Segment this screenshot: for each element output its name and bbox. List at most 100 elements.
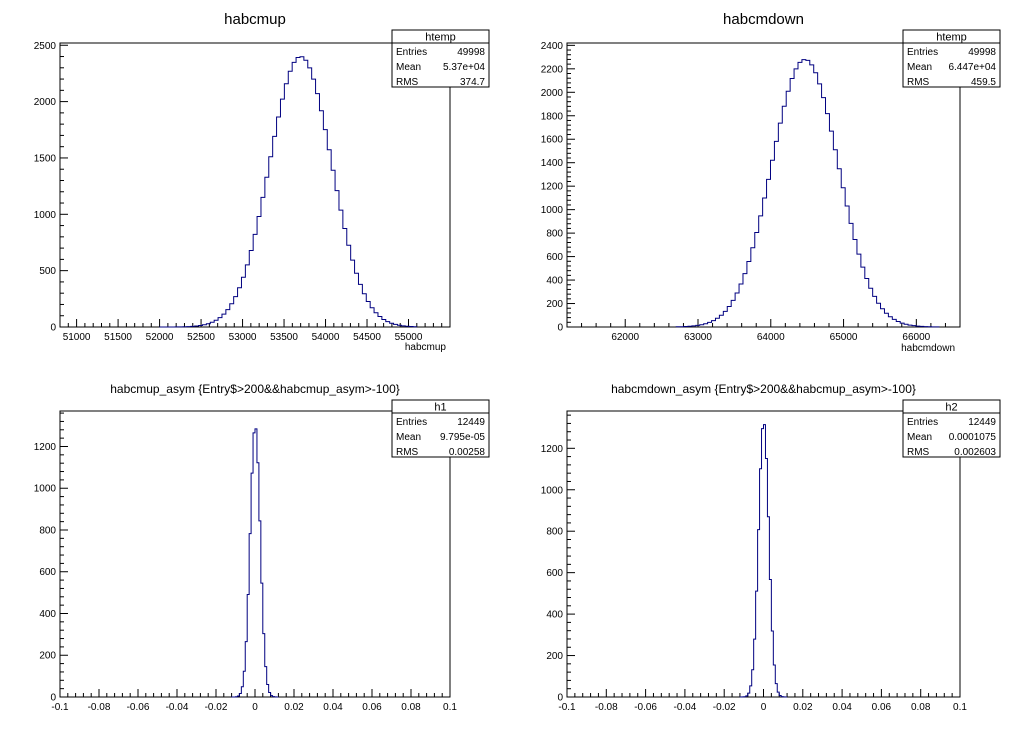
x-tick-label: -0.08	[88, 702, 111, 713]
y-tick-label: 800	[546, 229, 563, 240]
stats-name: htemp	[425, 32, 456, 44]
stats-value: 0.0001075	[949, 432, 997, 443]
chart-pad-2: habcmdown 62000 63000 64000 65000 66000 0 200 40…	[541, 11, 1001, 354]
chart-title: habcmup	[224, 11, 286, 28]
stats-value: 0.00258	[449, 447, 486, 458]
stats-box-frame	[391, 399, 490, 458]
y-tick-label: 1000	[541, 205, 564, 216]
y-tick-label: 1500	[34, 153, 57, 164]
x-tick-label: -0.06	[634, 702, 657, 713]
y-tick-label: 0	[50, 323, 56, 334]
x-tick-label: 0.04	[323, 702, 343, 713]
x-tick-label: 0.1	[953, 702, 967, 713]
stats-label: Entries	[907, 417, 938, 428]
stats-value: 9.795e-05	[440, 432, 485, 443]
x-tick-label: 0.06	[362, 702, 382, 713]
x-tick-label: 0	[761, 702, 767, 713]
stats-label: Mean	[907, 62, 932, 73]
y-tick-label: 1000	[541, 485, 564, 496]
y-tick-label: 1000	[34, 484, 57, 495]
x-tick-label: 62000	[611, 332, 639, 343]
plot-frame	[566, 42, 961, 328]
stats-label: Mean	[907, 432, 932, 443]
chart-pad-1: habcmup 51000 51500 52000 52500 53000 53500 540…	[34, 11, 490, 353]
y-tick-label: 200	[39, 651, 56, 662]
x-tick-label: -0.06	[127, 702, 150, 713]
stats-box: h1 Entries 12449 Mean 9.795e-05 RMS 0.00258	[391, 399, 490, 458]
stats-value: 5.37e+04	[443, 62, 485, 73]
x-tick-label: 54000	[312, 332, 340, 343]
x-tick-label: -0.02	[205, 702, 228, 713]
stats-value: 49998	[968, 47, 996, 58]
x-tick-label: -0.04	[166, 702, 189, 713]
histogram-outline	[675, 59, 940, 328]
stats-value: 6.447e+04	[948, 62, 996, 73]
x-tick-label: 52500	[187, 332, 215, 343]
y-tick-label: 2400	[541, 41, 564, 52]
x-tick-label: -0.02	[713, 702, 736, 713]
histogram-outline	[231, 428, 279, 698]
x-tick-label: 53500	[270, 332, 298, 343]
stats-box: htemp Entries 49998 Mean 6.447e+04 RMS 459.5	[902, 29, 1001, 88]
y-tick-label: 800	[546, 527, 563, 538]
stats-box-frame	[391, 29, 490, 88]
x-tick-label: 0.08	[911, 702, 931, 713]
chart-title: habcmdown	[723, 11, 804, 28]
y-tick-label: 600	[546, 568, 563, 579]
x-tick-label: 0.1	[443, 702, 457, 713]
x-tick-label: 65000	[830, 332, 858, 343]
stats-label: RMS	[907, 447, 930, 458]
y-tick-label: 400	[546, 276, 563, 287]
stats-name: h2	[945, 402, 957, 414]
x-tick-label: 0.02	[793, 702, 813, 713]
stats-value: 0.002603	[954, 447, 996, 458]
x-tick-label: 0.04	[832, 702, 852, 713]
x-tick-label: 53000	[229, 332, 257, 343]
x-tick-label: -0.08	[595, 702, 618, 713]
y-tick-label: 0	[557, 693, 563, 704]
stats-value: 12449	[968, 417, 996, 428]
x-axis-title: habcmup	[405, 342, 447, 353]
chart-title: habcmdown_asym {Entry$>200&&habcmup_asym…	[611, 382, 916, 396]
chart-pad-4: habcmdown_asym {Entry$>200&&habcmup_asym…	[541, 382, 1001, 713]
x-tick-label: 0.06	[872, 702, 892, 713]
y-tick-label: 2500	[34, 41, 57, 52]
x-tick-label: 0.02	[284, 702, 304, 713]
y-tick-label: 600	[546, 252, 563, 263]
stats-value: 49998	[457, 47, 485, 58]
x-tick-label: 66000	[902, 332, 930, 343]
stats-box-frame	[902, 399, 1001, 458]
y-tick-label: 2000	[34, 97, 57, 108]
histogram-outline	[159, 56, 417, 328]
x-tick-label: 52000	[146, 332, 174, 343]
stats-label: Mean	[396, 432, 421, 443]
y-tick-label: 0	[557, 323, 563, 334]
y-tick-label: 1000	[34, 210, 57, 221]
x-tick-label: 64000	[757, 332, 785, 343]
x-tick-label: 0	[252, 702, 258, 713]
stats-label: Entries	[396, 417, 427, 428]
y-tick-label: 1200	[541, 182, 564, 193]
y-tick-label: 200	[546, 299, 563, 310]
stats-label: RMS	[396, 447, 419, 458]
plot-frame	[59, 42, 451, 328]
stats-value: 459.5	[971, 77, 996, 88]
stats-value: 12449	[457, 417, 485, 428]
stats-name: h1	[434, 402, 446, 414]
stats-label: Entries	[907, 47, 938, 58]
y-tick-label: 400	[546, 610, 563, 621]
x-tick-label: -0.1	[51, 702, 69, 713]
y-tick-label: 1800	[541, 111, 564, 122]
x-tick-label: 0.08	[401, 702, 421, 713]
stats-label: RMS	[907, 77, 930, 88]
stats-label: RMS	[396, 77, 419, 88]
stats-box-frame	[902, 29, 1001, 88]
stats-value: 374.7	[460, 77, 485, 88]
x-tick-label: 63000	[684, 332, 712, 343]
x-tick-label: 51500	[104, 332, 132, 343]
chart-title: habcmup_asym {Entry$>200&&habcmup_asym>-…	[110, 382, 400, 396]
y-tick-label: 1600	[541, 135, 564, 146]
y-tick-label: 400	[39, 609, 56, 620]
chart-pad-3: habcmup_asym {Entry$>200&&habcmup_asym>-…	[34, 382, 490, 713]
